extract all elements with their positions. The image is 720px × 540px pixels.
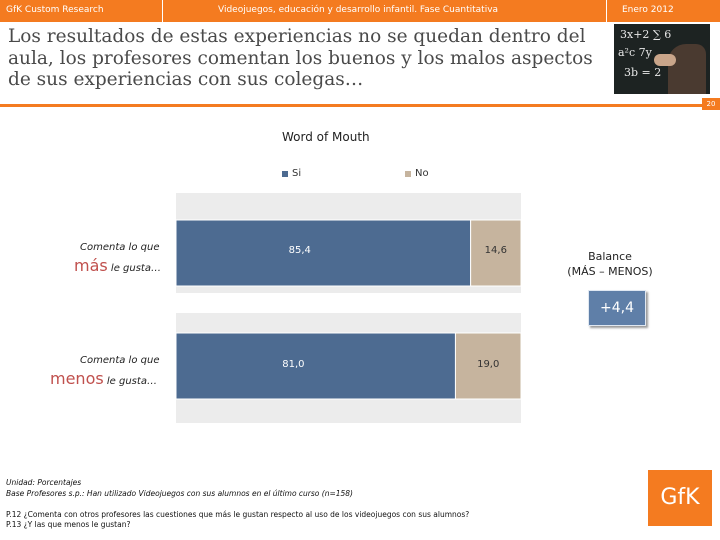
legend-label-no: No <box>415 168 429 179</box>
legend-swatch-si <box>282 170 288 177</box>
footnote-p13: P.13 ¿Y las que menos le gustan? <box>6 520 131 529</box>
row-label-mas-emphasis: más <box>74 256 108 275</box>
data-label-si-1: 85,4 <box>289 245 311 256</box>
row-label-mas-prefix: Comenta lo que <box>80 242 160 253</box>
row-label-menos-suffix: le gusta… <box>106 376 157 387</box>
title-divider <box>0 104 720 107</box>
header-divider <box>606 0 607 22</box>
bar-no-2 <box>454 332 522 400</box>
data-label-no-2: 19,0 <box>477 359 499 370</box>
footnote-unit: Unidad: Porcentajes <box>6 478 82 487</box>
legend-swatch-no <box>405 170 411 177</box>
footnote-base: Base Profesores s.p.: Han utilizado Vide… <box>6 489 353 498</box>
gfk-logo: GfK <box>648 470 712 526</box>
header-bar: GfK Custom Research Videojuegos, educaci… <box>0 0 720 22</box>
legend-item-si: Si <box>282 168 301 179</box>
balance-label-line2: (MÁS – MENOS) <box>567 265 653 278</box>
header-divider <box>162 0 163 22</box>
bar-si-2 <box>175 332 456 400</box>
legend-item-no: No <box>405 168 429 179</box>
header-date: Enero 2012 <box>622 5 674 15</box>
data-label-si-2: 81,0 <box>282 359 304 370</box>
row-label-mas: más le gusta… <box>74 256 161 275</box>
chart-title: Word of Mouth <box>282 130 370 144</box>
page-number: 20 <box>702 98 720 110</box>
chalkboard-image: 3x+2 ∑ 6 a²c 7y 3b = 2 <box>614 24 710 94</box>
balance-label: Balance (MÁS – MENOS) <box>560 249 660 279</box>
slide-title: Los resultados de estas experiencias no … <box>8 26 593 90</box>
balance-value: +4,4 <box>588 290 646 326</box>
row-label-menos: menos le gusta… <box>50 369 157 388</box>
legend-label-si: Si <box>292 168 302 179</box>
row-label-menos-prefix: Comenta lo que <box>80 355 160 366</box>
data-label-no-1: 14,6 <box>485 245 507 256</box>
footnote-p12: P.12 ¿Comenta con otros profesores las c… <box>6 510 470 519</box>
balance-label-line1: Balance <box>588 250 632 263</box>
row-label-menos-emphasis: menos <box>50 369 104 388</box>
bar-no-1 <box>470 219 522 287</box>
bar-si-1 <box>175 219 472 287</box>
header-company: GfK Custom Research <box>6 5 104 15</box>
row-label-mas-suffix: le gusta… <box>110 263 161 274</box>
header-study: Videojuegos, educación y desarrollo infa… <box>218 5 499 15</box>
